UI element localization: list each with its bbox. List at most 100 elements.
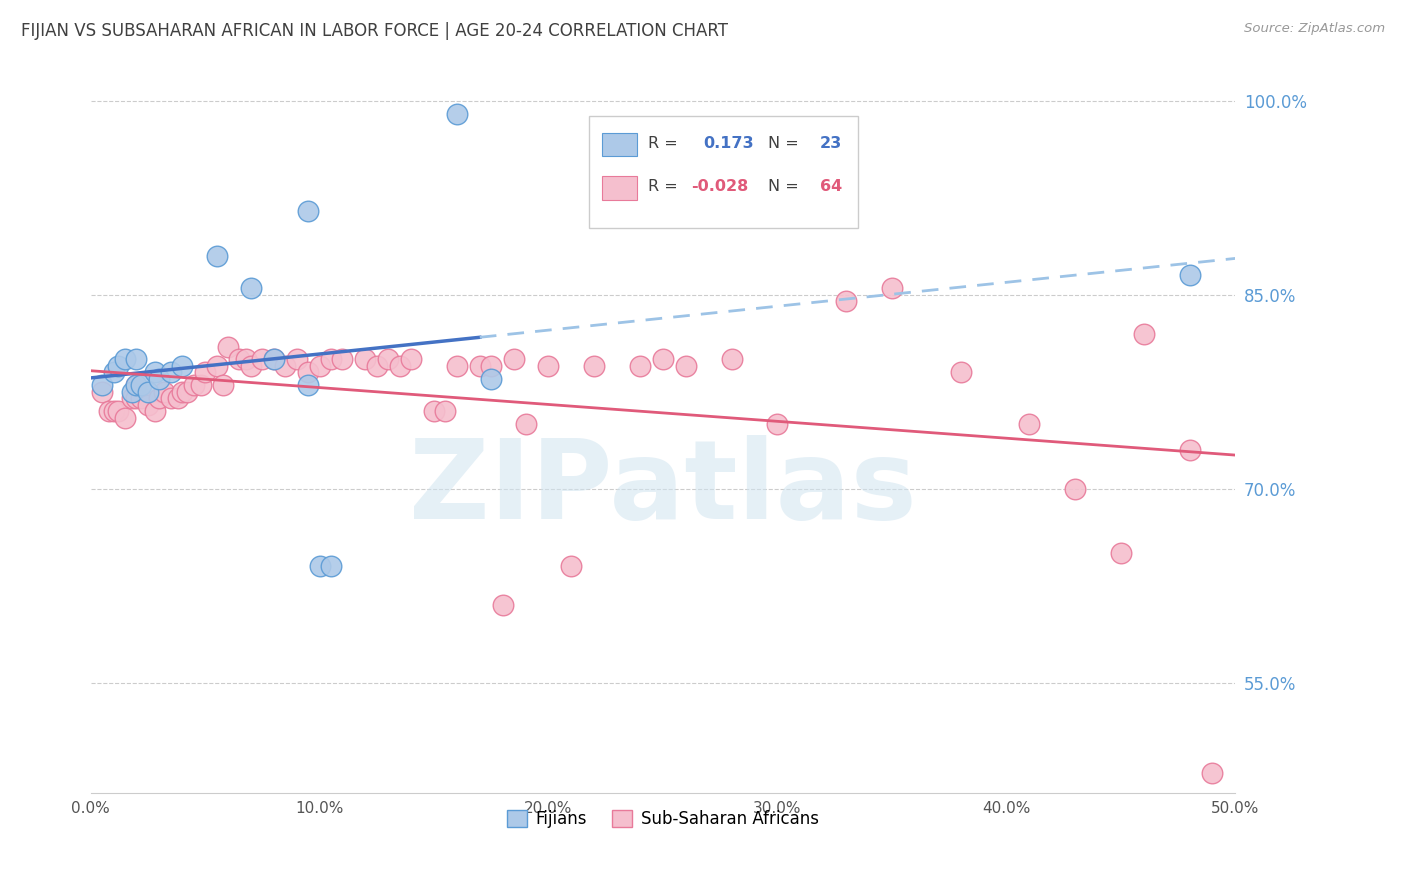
Point (515, 417, 537, 431)
Point (263, 352, 285, 367)
Text: N =: N = (768, 179, 804, 194)
Point (252, 352, 274, 367)
Point (114, 410, 136, 425)
Point (560, 559, 582, 574)
Point (537, 359, 560, 373)
Point (159, 365, 181, 379)
Point (583, 359, 606, 373)
Point (308, 359, 330, 373)
Text: -0.028: -0.028 (692, 179, 749, 194)
Point (194, 365, 217, 379)
Point (91, 378, 114, 392)
Point (468, 359, 491, 373)
Point (720, 352, 742, 367)
Point (399, 352, 422, 367)
Point (121, 384, 143, 399)
Point (205, 359, 228, 373)
Point (880, 281, 903, 295)
Point (129, 378, 152, 392)
Point (114, 352, 136, 367)
Point (239, 359, 262, 373)
Point (1132, 326, 1154, 341)
Point (143, 404, 166, 418)
Point (190, 378, 212, 392)
Point (479, 372, 502, 386)
Point (136, 384, 159, 399)
Point (319, 352, 342, 367)
Point (166, 391, 188, 405)
Point (423, 404, 446, 418)
Point (148, 372, 170, 386)
Point (125, 378, 148, 392)
Point (212, 378, 235, 392)
Point (949, 365, 972, 379)
Text: ZIPatlas: ZIPatlas (409, 435, 917, 542)
Point (1201, 766, 1223, 780)
Point (285, 352, 308, 367)
Point (766, 417, 789, 431)
Point (377, 352, 399, 367)
Point (652, 352, 675, 367)
Point (434, 404, 457, 418)
Text: N =: N = (768, 136, 804, 151)
Point (308, 559, 330, 574)
Point (129, 391, 152, 405)
Text: 0.173: 0.173 (703, 136, 754, 151)
Point (1178, 442, 1201, 457)
FancyBboxPatch shape (589, 116, 858, 227)
Point (1109, 546, 1132, 560)
Point (628, 359, 651, 373)
Point (675, 359, 697, 373)
Point (159, 391, 181, 405)
Point (446, 359, 468, 373)
Point (121, 391, 143, 405)
Text: 64: 64 (820, 179, 842, 194)
Point (183, 378, 205, 392)
Text: Source: ZipAtlas.com: Source: ZipAtlas.com (1244, 22, 1385, 36)
Point (354, 352, 377, 367)
FancyBboxPatch shape (602, 177, 637, 200)
Point (297, 365, 319, 379)
Point (274, 359, 297, 373)
Point (91, 384, 114, 399)
Point (172, 384, 194, 399)
Point (125, 391, 148, 405)
Point (107, 404, 129, 418)
Point (235, 352, 257, 367)
Point (228, 352, 250, 367)
Point (297, 378, 319, 392)
Point (172, 359, 194, 373)
Point (263, 352, 285, 367)
Point (239, 281, 262, 295)
Point (217, 339, 239, 353)
Point (297, 203, 319, 218)
Point (205, 249, 228, 263)
Point (143, 365, 166, 379)
Point (492, 598, 515, 612)
Point (103, 365, 125, 379)
Text: FIJIAN VS SUBSAHARAN AFRICAN IN LABOR FORCE | AGE 20-24 CORRELATION CHART: FIJIAN VS SUBSAHARAN AFRICAN IN LABOR FO… (21, 22, 728, 40)
Point (148, 391, 170, 405)
Point (176, 384, 198, 399)
Point (479, 359, 502, 373)
Point (97, 404, 120, 418)
Point (136, 398, 159, 412)
Point (332, 352, 354, 367)
Text: R =: R = (648, 136, 683, 151)
Point (1018, 417, 1040, 431)
Point (125, 378, 148, 392)
FancyBboxPatch shape (602, 133, 637, 156)
Legend: Fijians, Sub-Saharan Africans: Fijians, Sub-Saharan Africans (501, 804, 825, 835)
Point (366, 359, 388, 373)
Point (1064, 482, 1087, 496)
Point (319, 559, 342, 574)
Text: R =: R = (648, 179, 683, 194)
Point (835, 294, 858, 309)
Point (107, 359, 129, 373)
Point (1178, 268, 1201, 283)
Point (503, 352, 526, 367)
Point (153, 384, 176, 399)
Text: 23: 23 (820, 136, 842, 151)
Point (388, 359, 411, 373)
Point (446, 107, 468, 121)
